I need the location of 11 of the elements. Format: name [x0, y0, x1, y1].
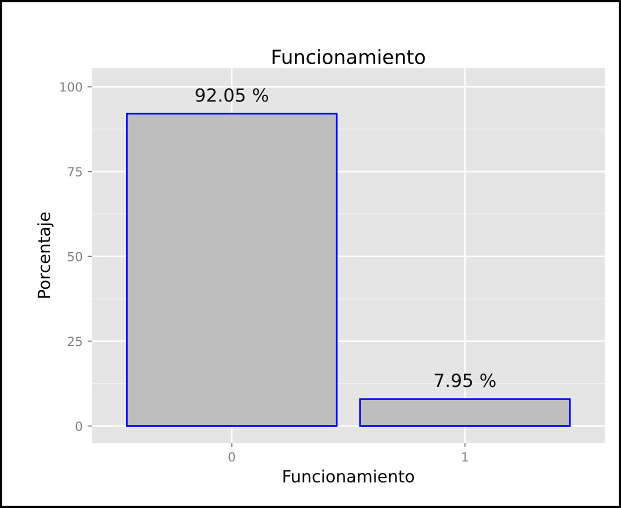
y-axis-title: Porcentaje — [37, 212, 54, 298]
y-tick-label: 25 — [68, 336, 82, 346]
y-tick-label: 75 — [68, 167, 82, 176]
x-axis-title: Funcionamiento — [284, 470, 414, 483]
chart-title: Funcionamiento — [272, 49, 425, 64]
y-tick-label: 50 — [68, 252, 82, 262]
y-tick-label: 0 — [76, 421, 82, 431]
x-tick-label: 1 — [462, 452, 468, 462]
data-label: 92.05 % — [196, 88, 268, 102]
y-tick-label: 100 — [60, 82, 82, 92]
data-label: 7.95 % — [434, 374, 496, 388]
